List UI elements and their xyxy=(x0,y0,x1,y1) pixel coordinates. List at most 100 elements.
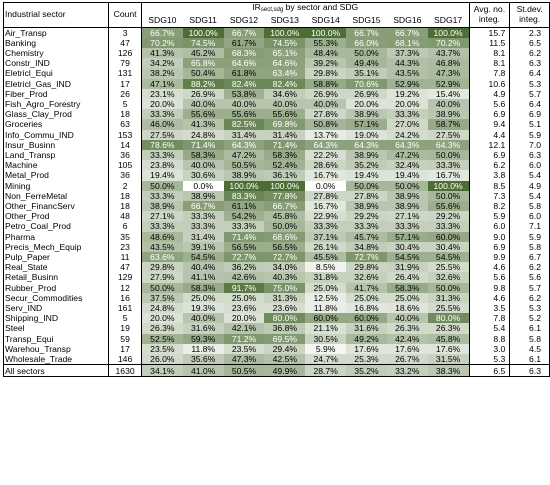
sdg-value-cell: 26.0% xyxy=(141,354,183,365)
sdg-value-cell: 50.0% xyxy=(346,180,387,191)
sdg-value-cell: 71.4% xyxy=(182,139,224,150)
sdg-value-cell: 41.3% xyxy=(141,47,183,59)
sdg-value-cell: 70.2% xyxy=(427,37,470,48)
sdg-value-cell: 49.4% xyxy=(346,58,387,69)
count-cell: 48 xyxy=(108,211,142,222)
sdg-value-cell: 19.3% xyxy=(182,302,224,314)
table-row: Eletricl_Gas_IND 17 47.1% 88.2% 82.4% 82.4% 58… xyxy=(2,78,550,89)
sdg-value-cell: 26.9% xyxy=(182,88,224,99)
sdg-value-cell: 25.0% xyxy=(182,292,224,303)
header-sdg16: SDG16 xyxy=(386,15,428,28)
count-cell: 5 xyxy=(108,98,142,110)
sdg-value-cell: 50.0% xyxy=(141,180,183,191)
sdg-value-cell: 31.6% xyxy=(346,323,387,334)
sdg-value-cell: 71.2% xyxy=(223,333,265,344)
sdg-value-cell: 38.9% xyxy=(346,200,387,212)
sdg-value-cell: 16.7% xyxy=(427,170,470,181)
sdg-value-cell: 71.4% xyxy=(264,139,306,150)
sdg-value-cell: 29.8% xyxy=(346,262,387,273)
sdg-value-cell: 29.8% xyxy=(305,68,347,79)
sdg-value-cell: 68.3% xyxy=(223,47,265,59)
sdg-value-cell: 40.4% xyxy=(182,262,224,273)
sdg-value-cell: 24.2% xyxy=(386,129,428,140)
sdg-value-cell: 41.3% xyxy=(182,119,224,130)
stdev-integ-cell: 6.2 xyxy=(509,292,550,303)
sector-name-cell: Precis_Mech_Equip xyxy=(2,241,110,252)
sdg-value-cell: 100.0% xyxy=(182,27,224,38)
sector-name-cell: All sectors xyxy=(2,364,110,378)
sdg-value-cell: 43.5% xyxy=(386,68,428,79)
sdg-value-cell: 25.5% xyxy=(427,262,470,273)
sdg-value-cell: 38.9% xyxy=(223,170,265,181)
sector-name-cell: Other_Prod xyxy=(2,211,110,222)
sector-name-cell: Shipping_IND xyxy=(2,313,110,324)
sdg-value-cell: 36.8% xyxy=(264,323,306,334)
avg-integ-cell: 6.9 xyxy=(469,109,511,120)
sdg-value-cell: 27.0% xyxy=(386,119,428,130)
stdev-integ-cell: 4.5 xyxy=(509,343,550,354)
sdg-value-cell: 63.6% xyxy=(141,251,183,263)
table-row: Fish_Agro_Forestry 5 20.0% 40.0% 40.0% 40.0% 4… xyxy=(2,98,550,110)
sdg-value-cell: 16.8% xyxy=(346,302,387,314)
sdg-value-cell: 11.8% xyxy=(305,302,347,314)
count-cell: 79 xyxy=(108,58,142,69)
sdg-value-cell: 20.0% xyxy=(141,98,183,110)
sdg-value-cell: 38.9% xyxy=(346,109,387,120)
sdg-value-cell: 40.0% xyxy=(305,98,347,110)
sdg-value-cell: 47.2% xyxy=(223,149,265,161)
sdg-value-cell: 65.1% xyxy=(264,47,306,59)
sector-name-cell: Groceries xyxy=(2,119,110,130)
sdg-value-cell: 45.5% xyxy=(305,251,347,263)
sdg-value-cell: 20.0% xyxy=(346,98,387,110)
sdg-value-cell: 25.5% xyxy=(427,302,470,314)
sdg-value-cell: 38.9% xyxy=(427,109,470,120)
sdg-value-cell: 64.3% xyxy=(427,139,470,150)
sdg-value-cell: 50.0% xyxy=(346,47,387,59)
sdg-value-cell: 77.8% xyxy=(264,190,306,201)
sdg-value-cell: 26.9% xyxy=(346,88,387,99)
avg-integ-cell: 5.6 xyxy=(469,98,511,110)
avg-integ-cell: 3.5 xyxy=(469,302,511,314)
count-cell: 131 xyxy=(108,68,142,79)
sdg-value-cell: 45.7% xyxy=(346,231,387,242)
sdg-value-cell: 63.4% xyxy=(264,68,306,79)
header-sdg12: SDG12 xyxy=(223,15,265,28)
sector-name-cell: Metal_Prod xyxy=(2,170,110,181)
sdg-value-cell: 45.8% xyxy=(264,211,306,222)
sdg-value-cell: 58.3% xyxy=(264,149,306,161)
sdg-value-cell: 43.5% xyxy=(141,241,183,252)
avg-header-line2: integ. xyxy=(478,13,500,24)
sdg-value-cell: 66.7% xyxy=(264,200,306,212)
sdg-value-cell: 41.0% xyxy=(182,364,224,378)
sdg-value-cell: 60.0% xyxy=(427,231,470,242)
sdg-value-cell: 25.0% xyxy=(305,282,347,293)
avg-integ-cell: 9.8 xyxy=(469,282,511,293)
stdev-integ-cell: 5.7 xyxy=(509,282,550,293)
header-ir-by-sector-sdg: IRsect,sdg by sector and SDG xyxy=(141,2,470,16)
sdg-value-cell: 70.6% xyxy=(346,78,387,89)
sdg-value-cell: 24.8% xyxy=(182,129,224,140)
sdg-value-cell: 27.5% xyxy=(427,129,470,140)
sdg-value-cell: 65.8% xyxy=(182,58,224,69)
sdg-value-cell: 38.3% xyxy=(427,364,470,378)
sdg-value-cell: 11.8% xyxy=(182,343,224,354)
stdev-integ-cell: 5.4 xyxy=(509,170,550,181)
sdg-value-cell: 54.2% xyxy=(223,211,265,222)
header-stdev-integ: St.dev. integ. xyxy=(509,2,550,28)
count-cell: 47 xyxy=(108,262,142,273)
table-row: Mining 2 50.0% 0.0% 100.0% 100.0% 0.0% 50.0% 50.… xyxy=(2,180,550,191)
stdev-integ-cell: 5.6 xyxy=(509,272,550,283)
sdg-value-cell: 45.2% xyxy=(182,47,224,59)
header-sdg10: SDG10 xyxy=(141,15,183,28)
stdev-integ-cell: 5.8 xyxy=(509,200,550,212)
sector-name-cell: Fiber_Prod xyxy=(2,88,110,99)
stdev-integ-cell: 6.1 xyxy=(509,354,550,365)
sdg-value-cell: 29.4% xyxy=(264,343,306,354)
sdg-value-cell: 38.9% xyxy=(182,190,224,201)
count-cell: 18 xyxy=(108,190,142,201)
sdg-value-cell: 31.8% xyxy=(305,272,347,283)
sdg-value-cell: 33.3% xyxy=(346,221,387,232)
sdg-value-cell: 58.3% xyxy=(182,282,224,293)
sdg-value-cell: 33.3% xyxy=(427,221,470,232)
stdev-integ-cell: 6.9 xyxy=(509,109,550,120)
